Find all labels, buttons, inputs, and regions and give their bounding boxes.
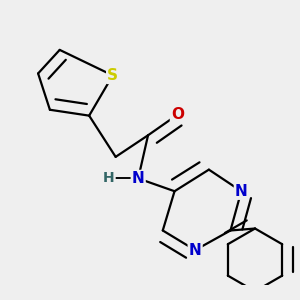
Text: H: H [103,172,115,185]
Text: N: N [235,184,248,199]
Text: N: N [189,243,202,258]
Text: S: S [107,68,118,83]
Text: N: N [132,171,145,186]
Text: O: O [171,107,184,122]
